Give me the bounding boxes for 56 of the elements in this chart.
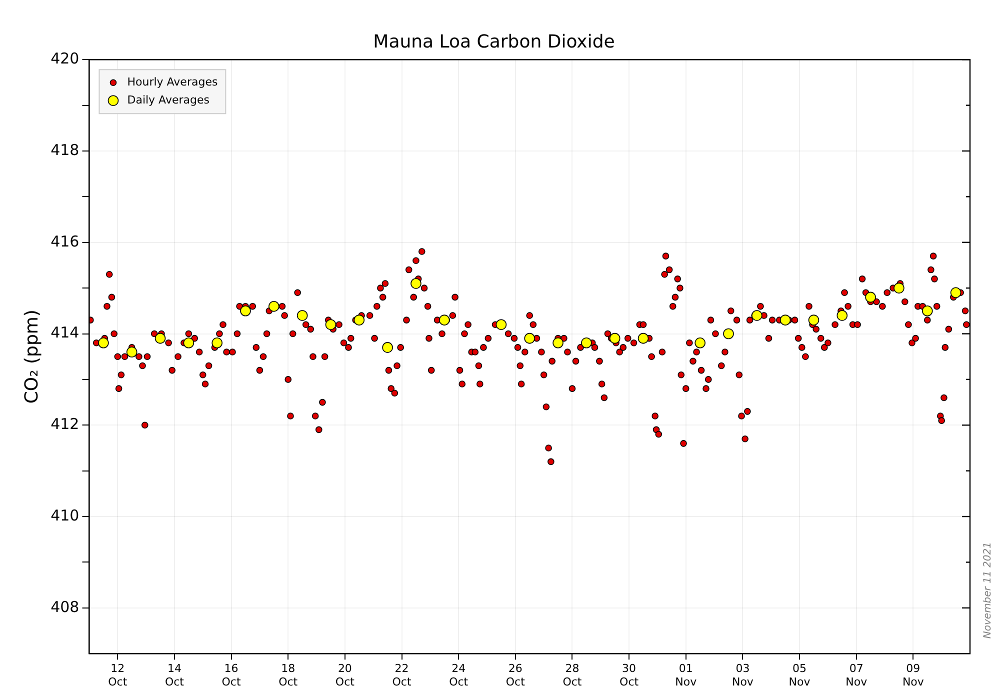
y-tick-label: 416	[50, 232, 80, 250]
y-tick-label: 414	[50, 324, 80, 342]
x-tick-label: 12 Oct	[108, 662, 128, 688]
point	[922, 306, 933, 316]
point	[723, 328, 734, 340]
point	[126, 346, 138, 358]
x-tick-label: 03 Nov	[732, 662, 754, 688]
x-tick-label: 20 Oct	[335, 662, 356, 688]
point	[296, 310, 308, 321]
chart-title: Mauna Loa Carbon Dioxide	[373, 31, 615, 52]
y-tick-label: 418	[50, 140, 80, 159]
point	[98, 337, 109, 348]
x-tick-label: 18 Oct	[278, 662, 298, 688]
y-tick-label: 412	[50, 415, 80, 434]
point	[552, 337, 564, 348]
y-axis-title: CO₂ (ppm)	[21, 310, 42, 404]
y-tick-label: 408	[50, 598, 80, 616]
point	[752, 310, 762, 321]
point	[694, 337, 706, 348]
point	[950, 287, 962, 298]
legend-label: Hourly Averages	[127, 75, 218, 88]
x-tick-label: 07 Nov	[846, 662, 868, 688]
legend-label: Daily Averages	[127, 93, 210, 106]
point	[836, 310, 848, 321]
point	[780, 314, 791, 326]
point	[410, 278, 422, 289]
point	[154, 332, 166, 344]
x-tick-label: 24 Oct	[449, 662, 469, 688]
x-tick-label: 30 Oct	[620, 662, 640, 688]
x-tick-label: 05 Nov	[788, 662, 811, 688]
point	[581, 337, 592, 348]
text: November 11 2021	[982, 542, 994, 639]
x-tick-label: 09 Nov	[902, 662, 924, 688]
y-tick-label: 410	[50, 506, 80, 524]
x-tick-label: 16 Oct	[222, 662, 242, 688]
point	[496, 319, 507, 330]
point	[382, 342, 393, 353]
point	[438, 314, 450, 326]
point	[609, 332, 620, 344]
point	[240, 306, 251, 316]
point	[894, 282, 904, 294]
x-tick-label: 14 Oct	[164, 662, 185, 688]
point	[865, 292, 876, 303]
x-tick-label: 28 Oct	[562, 662, 582, 688]
x-tick-label: 01 Nov	[675, 662, 698, 688]
point	[638, 332, 649, 344]
point	[183, 337, 194, 348]
point	[325, 319, 336, 330]
point	[524, 332, 536, 344]
point	[808, 314, 820, 326]
point	[354, 314, 365, 326]
point	[212, 337, 222, 348]
y-tick-label: 420	[50, 49, 80, 68]
x-tick-label: 26 Oct	[506, 662, 526, 688]
point	[268, 300, 280, 312]
x-tick-label: 22 Oct	[392, 662, 412, 688]
